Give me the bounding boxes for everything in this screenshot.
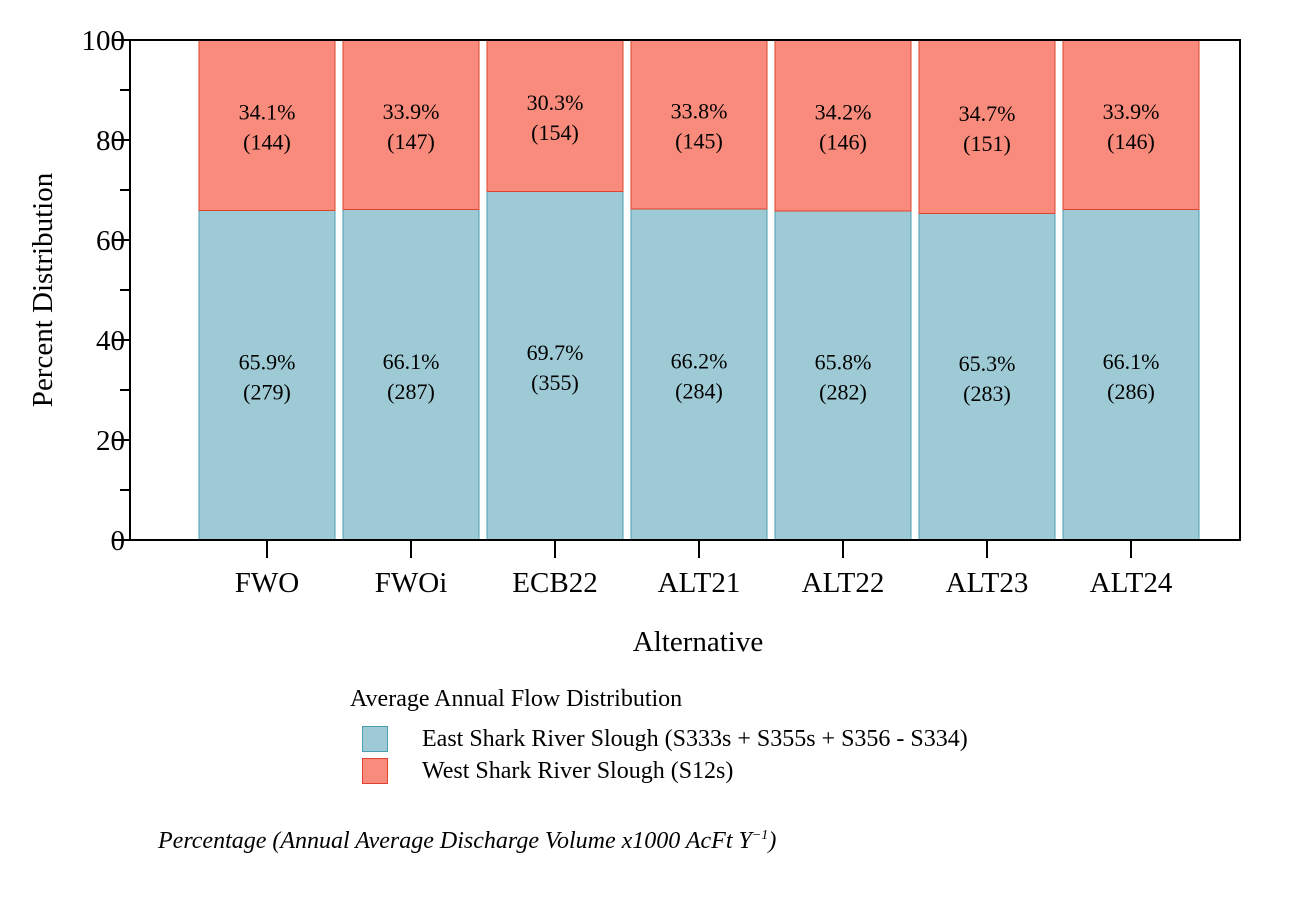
bar-fwoi-east <box>342 209 480 541</box>
legend-title: Average Annual Flow Distribution <box>350 686 683 712</box>
x-tick-label: ALT21 <box>658 567 741 599</box>
data-label-volume: (284) <box>675 379 723 404</box>
axes-group: FWO FWOi ECB22 ALT21 ALT22 ALT23 ALT24 0 20 40 60 8… <box>82 25 1241 599</box>
caption-superscript: −1 <box>751 828 769 843</box>
data-label-pct: 33.9% <box>383 99 440 124</box>
data-label-pct: 33.9% <box>1103 99 1160 124</box>
legend-label-west: West Shark River Slough (S12s) <box>422 757 734 784</box>
chart-caption: Percentage (Annual Average Discharge Vol… <box>158 828 776 855</box>
data-label-volume: (286) <box>1107 379 1155 404</box>
y-tick-label: 0 <box>111 525 126 557</box>
x-tick-label: ECB22 <box>512 567 597 599</box>
x-axis-title: Alternative <box>633 626 763 658</box>
x-tick-label: ALT22 <box>802 567 885 599</box>
data-label-pct: 34.1% <box>239 99 296 124</box>
x-tick-label: FWOi <box>375 567 448 599</box>
legend-label-east: East Shark River Slough (S333s + S355s +… <box>422 725 968 752</box>
data-label-volume: (282) <box>819 380 867 405</box>
data-label-pct: 65.8% <box>815 350 872 375</box>
data-label-volume: (154) <box>531 120 579 145</box>
data-label-pct: 69.7% <box>527 340 584 365</box>
data-label-volume: (283) <box>963 381 1011 406</box>
data-label-pct: 66.2% <box>671 349 728 374</box>
data-label-pct: 66.1% <box>1103 349 1160 374</box>
data-label-volume: (151) <box>963 131 1011 156</box>
bar-labels-group: 65.9% (279) 34.1% (144) 66.1% (287) 33.9% (147)… <box>239 90 1160 406</box>
y-tick-label: 100 <box>82 25 126 57</box>
y-tick-label: 20 <box>96 425 125 457</box>
bar-fwo-west <box>198 39 336 211</box>
legend-swatch-west <box>362 758 388 784</box>
legend-item-west: West Shark River Slough (S12s) <box>350 755 968 787</box>
bar-alt23-east <box>918 213 1056 541</box>
bar-alt23-west <box>918 39 1056 214</box>
y-axis-title: Percent Distribution <box>27 172 59 407</box>
data-label-pct: 34.2% <box>815 100 872 125</box>
data-label-volume: (355) <box>531 370 579 395</box>
data-label-pct: 34.7% <box>959 101 1016 126</box>
bar-ecb22-east <box>486 191 624 541</box>
x-tick-label: ALT24 <box>1090 567 1173 599</box>
bar-alt24-west <box>1062 39 1200 210</box>
data-label-volume: (144) <box>243 129 291 154</box>
bar-alt21-west <box>630 39 768 210</box>
data-label-pct: 30.3% <box>527 90 584 115</box>
caption-text: Percentage (Annual Average Discharge Vol… <box>158 828 752 854</box>
x-tick-label: FWO <box>235 567 299 599</box>
caption-end: ) <box>768 828 777 854</box>
y-tick-label: 60 <box>96 225 125 257</box>
data-label-volume: (147) <box>387 129 435 154</box>
bar-ecb22-west <box>486 39 624 192</box>
data-label-pct: 65.3% <box>959 351 1016 376</box>
bars-group <box>198 39 1200 541</box>
data-label-volume: (279) <box>243 379 291 404</box>
bar-alt22-west <box>774 39 912 212</box>
data-label-pct: 66.1% <box>383 349 440 374</box>
x-tick-label: ALT23 <box>946 567 1029 599</box>
y-tick-label: 40 <box>96 325 125 357</box>
data-label-pct: 33.8% <box>671 99 728 124</box>
data-label-volume: (146) <box>819 130 867 155</box>
legend-swatch-east <box>362 726 388 752</box>
data-label-pct: 65.9% <box>239 349 296 374</box>
bar-alt21-east <box>630 208 768 541</box>
bar-alt22-east <box>774 210 912 541</box>
bar-fwo-east <box>198 210 336 541</box>
legend-item-east: East Shark River Slough (S333s + S355s +… <box>350 723 968 755</box>
data-label-volume: (145) <box>675 129 723 154</box>
legend: Average Annual Flow Distribution East Sh… <box>350 686 968 787</box>
bar-fwoi-west <box>342 39 480 210</box>
data-label-volume: (146) <box>1107 129 1155 154</box>
y-tick-label: 80 <box>96 125 125 157</box>
data-label-volume: (287) <box>387 379 435 404</box>
bar-alt24-east <box>1062 209 1200 541</box>
